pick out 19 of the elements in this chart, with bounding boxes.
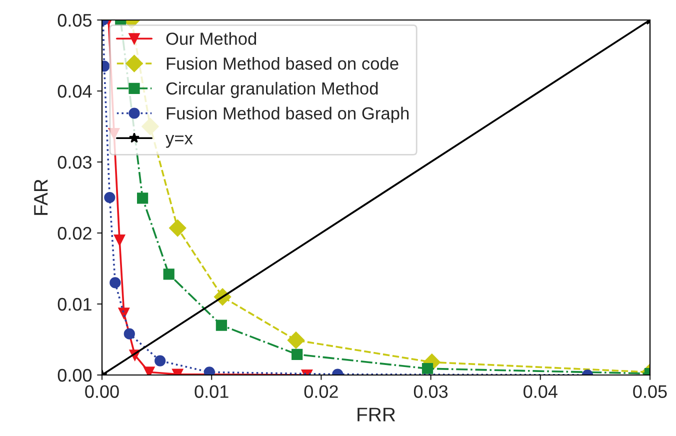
y-axis-title: FAR: [34, 179, 48, 215]
legend-label: Fusion Method based on code: [166, 57, 398, 70]
x-tick-label: 0.01: [194, 385, 228, 398]
y-tick-label: 0.05: [58, 14, 92, 27]
x-axis-title: FRR: [358, 408, 396, 422]
legend-label: Circular granulation Method: [166, 82, 378, 98]
x-tick-label: 0.00: [85, 385, 119, 398]
y-tick-label: 0.02: [58, 226, 92, 240]
x-tick-label: 0.04: [524, 385, 558, 398]
x-tick-label: 0.03: [414, 385, 448, 398]
y-tick-label: 0.04: [58, 84, 92, 98]
y-tick-label: 0.00: [58, 368, 92, 382]
legend-label: Fusion Method based on Graph: [166, 106, 409, 123]
legend-label: y=x: [166, 135, 193, 148]
legend-label: Our Method: [166, 32, 256, 45]
y-tick-label: 0.01: [58, 298, 92, 311]
x-tick-label: 0.05: [633, 385, 667, 398]
x-tick-label: 0.02: [304, 385, 338, 398]
y-tick-label: 0.03: [58, 156, 92, 169]
